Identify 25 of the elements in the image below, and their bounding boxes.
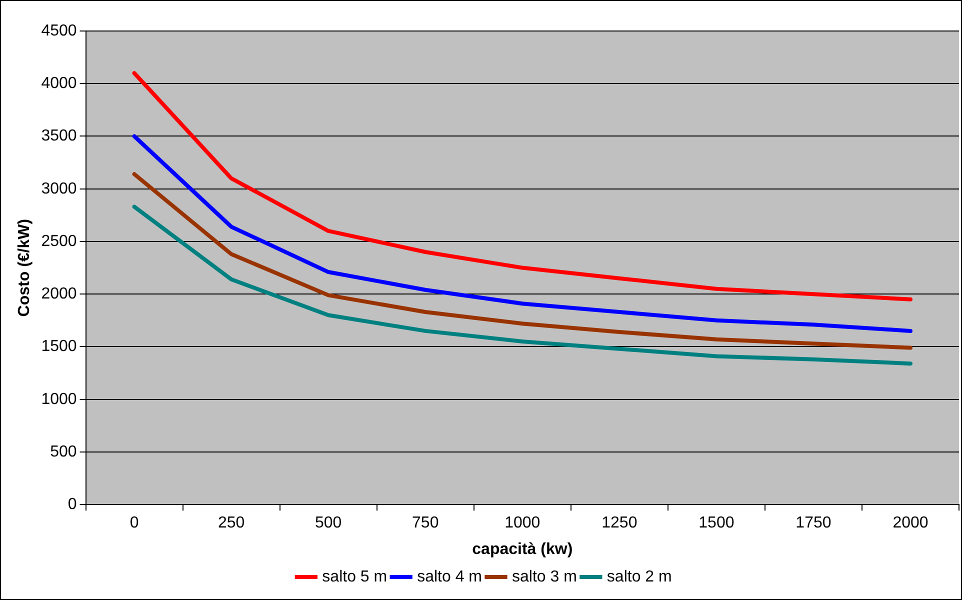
x-tick-label: 1750 xyxy=(796,514,832,532)
y-tick-label: 4500 xyxy=(41,22,77,40)
y-tick-label: 1000 xyxy=(41,390,77,408)
y-tick-label: 2500 xyxy=(41,232,77,250)
y-tick-label: 0 xyxy=(68,496,77,514)
legend-label: salto 3 m xyxy=(512,568,577,586)
y-tick-label: 2000 xyxy=(41,286,77,303)
legend-label: salto 5 m xyxy=(322,568,388,586)
y-tick-label: 3000 xyxy=(41,180,77,198)
x-tick-label: 1500 xyxy=(698,514,734,532)
legend-label: salto 2 m xyxy=(606,568,672,586)
y-tick-label: 1500 xyxy=(41,338,77,356)
x-tick-label: 0 xyxy=(130,514,139,532)
legend-label: salto 4 m xyxy=(417,568,482,586)
x-tick-label: 1000 xyxy=(504,514,540,532)
x-tick-label: 250 xyxy=(218,514,245,532)
y-tick-label: 500 xyxy=(50,443,77,460)
x-tick-label: 500 xyxy=(315,514,342,532)
y-tick-label: 3500 xyxy=(41,128,77,145)
x-tick-label: 750 xyxy=(412,514,439,532)
x-tick-label: 2000 xyxy=(892,514,928,532)
x-axis-title: capacità (kw) xyxy=(472,540,573,558)
x-tick-label: 1250 xyxy=(602,514,638,532)
y-tick-label: 4000 xyxy=(41,75,77,92)
y-axis-title: Costo (€/kW) xyxy=(16,218,34,317)
